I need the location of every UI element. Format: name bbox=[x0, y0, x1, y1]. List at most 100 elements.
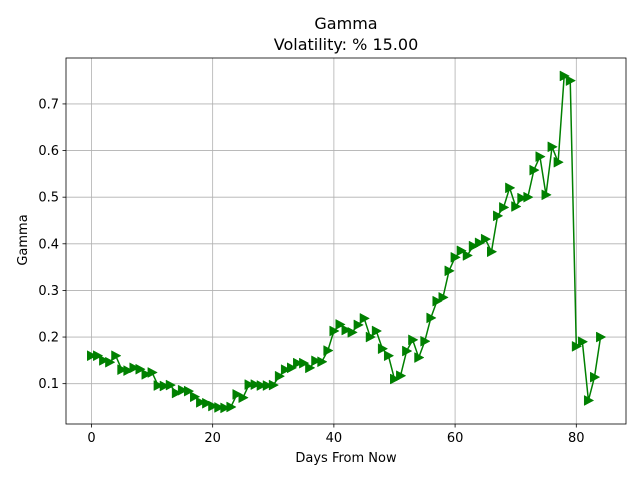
chart-subtitle: Volatility: % 15.00 bbox=[274, 35, 419, 54]
data-point-marker bbox=[123, 365, 134, 377]
data-point-marker bbox=[523, 191, 534, 203]
data-point-marker bbox=[583, 395, 595, 406]
y-tick-label: 0.7 bbox=[38, 97, 59, 112]
data-point-marker bbox=[571, 340, 583, 352]
data-point-marker bbox=[559, 70, 570, 82]
x-tick-label: 60 bbox=[447, 431, 464, 446]
data-point-marker bbox=[547, 141, 558, 153]
data-point-marker bbox=[87, 350, 98, 362]
data-point-marker bbox=[480, 233, 492, 245]
y-tick-label: 0.6 bbox=[38, 144, 59, 159]
x-tick-label: 20 bbox=[204, 431, 221, 446]
data-point-marker bbox=[244, 379, 255, 391]
data-point-marker bbox=[250, 379, 261, 391]
data-point-marker bbox=[111, 350, 122, 362]
data-point-marker bbox=[153, 380, 164, 391]
data-point-marker bbox=[262, 380, 273, 391]
data-point-marker bbox=[117, 364, 128, 376]
data-point-marker bbox=[135, 363, 146, 375]
x-tick-label: 80 bbox=[568, 431, 585, 446]
data-point-marker bbox=[202, 397, 213, 409]
x-tick-label: 0 bbox=[87, 431, 95, 446]
data-point-marker bbox=[341, 324, 352, 336]
data-point-marker bbox=[280, 364, 292, 376]
data-point-marker bbox=[226, 401, 237, 413]
data-point-marker bbox=[93, 350, 104, 362]
data-point-marker bbox=[305, 362, 316, 374]
y-axis-label: Gamma bbox=[16, 214, 31, 265]
data-point-marker bbox=[329, 325, 340, 337]
data-point-marker bbox=[268, 379, 280, 391]
data-point-marker bbox=[190, 391, 201, 403]
data-point-marker bbox=[432, 295, 443, 307]
data-point-marker bbox=[311, 355, 322, 367]
data-point-marker bbox=[105, 356, 116, 368]
data-point-marker bbox=[505, 182, 516, 194]
data-point-marker bbox=[450, 251, 461, 263]
data-point-marker bbox=[499, 202, 510, 213]
data-point-marker bbox=[565, 75, 576, 87]
data-point-marker bbox=[214, 402, 225, 413]
y-tick-label: 0.3 bbox=[38, 284, 59, 299]
data-point-marker bbox=[474, 237, 486, 249]
data-point-marker bbox=[323, 345, 334, 356]
data-point-marker bbox=[462, 250, 473, 261]
data-point-marker bbox=[359, 312, 370, 324]
data-point-marker bbox=[420, 335, 431, 347]
data-point-marker bbox=[196, 396, 207, 408]
data-point-marker bbox=[493, 210, 504, 222]
data-point-marker bbox=[141, 368, 152, 380]
data-point-marker bbox=[365, 331, 376, 343]
data-point-marker bbox=[414, 352, 425, 363]
data-point-marker bbox=[335, 319, 346, 330]
data-point-marker bbox=[317, 356, 328, 368]
data-point-marker bbox=[541, 189, 552, 201]
y-tick-label: 0.1 bbox=[38, 377, 59, 392]
data-point-marker bbox=[159, 380, 170, 392]
data-point-marker bbox=[511, 201, 522, 212]
data-point-marker bbox=[396, 370, 407, 382]
y-tick-label: 0.2 bbox=[38, 331, 59, 346]
series-layer bbox=[87, 70, 607, 414]
data-point-marker bbox=[147, 367, 158, 378]
data-point-marker bbox=[220, 402, 231, 414]
data-point-marker bbox=[129, 362, 140, 374]
data-point-marker bbox=[596, 331, 607, 343]
data-point-marker bbox=[529, 164, 540, 176]
data-point-marker bbox=[347, 326, 358, 338]
data-point-marker bbox=[238, 392, 249, 404]
data-point-marker bbox=[177, 384, 189, 396]
data-point-marker bbox=[383, 350, 395, 362]
data-point-marker bbox=[444, 265, 455, 277]
data-point-marker bbox=[165, 379, 176, 391]
data-point-marker bbox=[517, 192, 528, 204]
data-point-marker bbox=[553, 156, 564, 168]
y-tick-label: 0.4 bbox=[38, 237, 59, 252]
data-point-marker bbox=[293, 357, 304, 369]
data-point-marker bbox=[377, 343, 389, 355]
data-point-marker bbox=[468, 240, 480, 252]
x-tick-label: 40 bbox=[326, 431, 343, 446]
data-point-marker bbox=[299, 357, 310, 369]
data-point-marker bbox=[535, 151, 546, 163]
data-point-marker bbox=[353, 319, 364, 331]
data-point-marker bbox=[487, 246, 498, 258]
data-point-marker bbox=[232, 388, 243, 400]
data-point-marker bbox=[577, 336, 589, 348]
data-point-marker bbox=[287, 362, 298, 374]
data-point-marker bbox=[402, 345, 413, 357]
x-axis-label: Days From Now bbox=[295, 451, 397, 466]
data-point-marker bbox=[390, 373, 401, 385]
data-point-marker bbox=[456, 245, 467, 257]
data-point-marker bbox=[426, 312, 437, 324]
data-point-marker bbox=[438, 291, 449, 303]
y-tick-label: 0.5 bbox=[38, 191, 59, 206]
data-point-marker bbox=[371, 325, 383, 337]
chart-title: Gamma bbox=[314, 14, 377, 33]
tick-layer: 0 20 40 60 80 0.1 0.2 0.3 0.4 0.5 0.6 0.7 bbox=[38, 97, 584, 446]
data-point-marker bbox=[208, 400, 219, 412]
data-point-marker bbox=[171, 387, 183, 399]
data-point-marker bbox=[183, 385, 195, 397]
